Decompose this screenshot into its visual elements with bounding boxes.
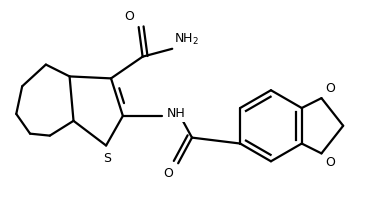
Text: NH$_2$: NH$_2$ — [174, 32, 199, 47]
Text: NH: NH — [166, 107, 185, 121]
Text: O: O — [124, 10, 134, 23]
Text: S: S — [103, 152, 111, 165]
Text: O: O — [163, 167, 173, 180]
Text: O: O — [325, 82, 335, 95]
Text: O: O — [325, 156, 335, 169]
